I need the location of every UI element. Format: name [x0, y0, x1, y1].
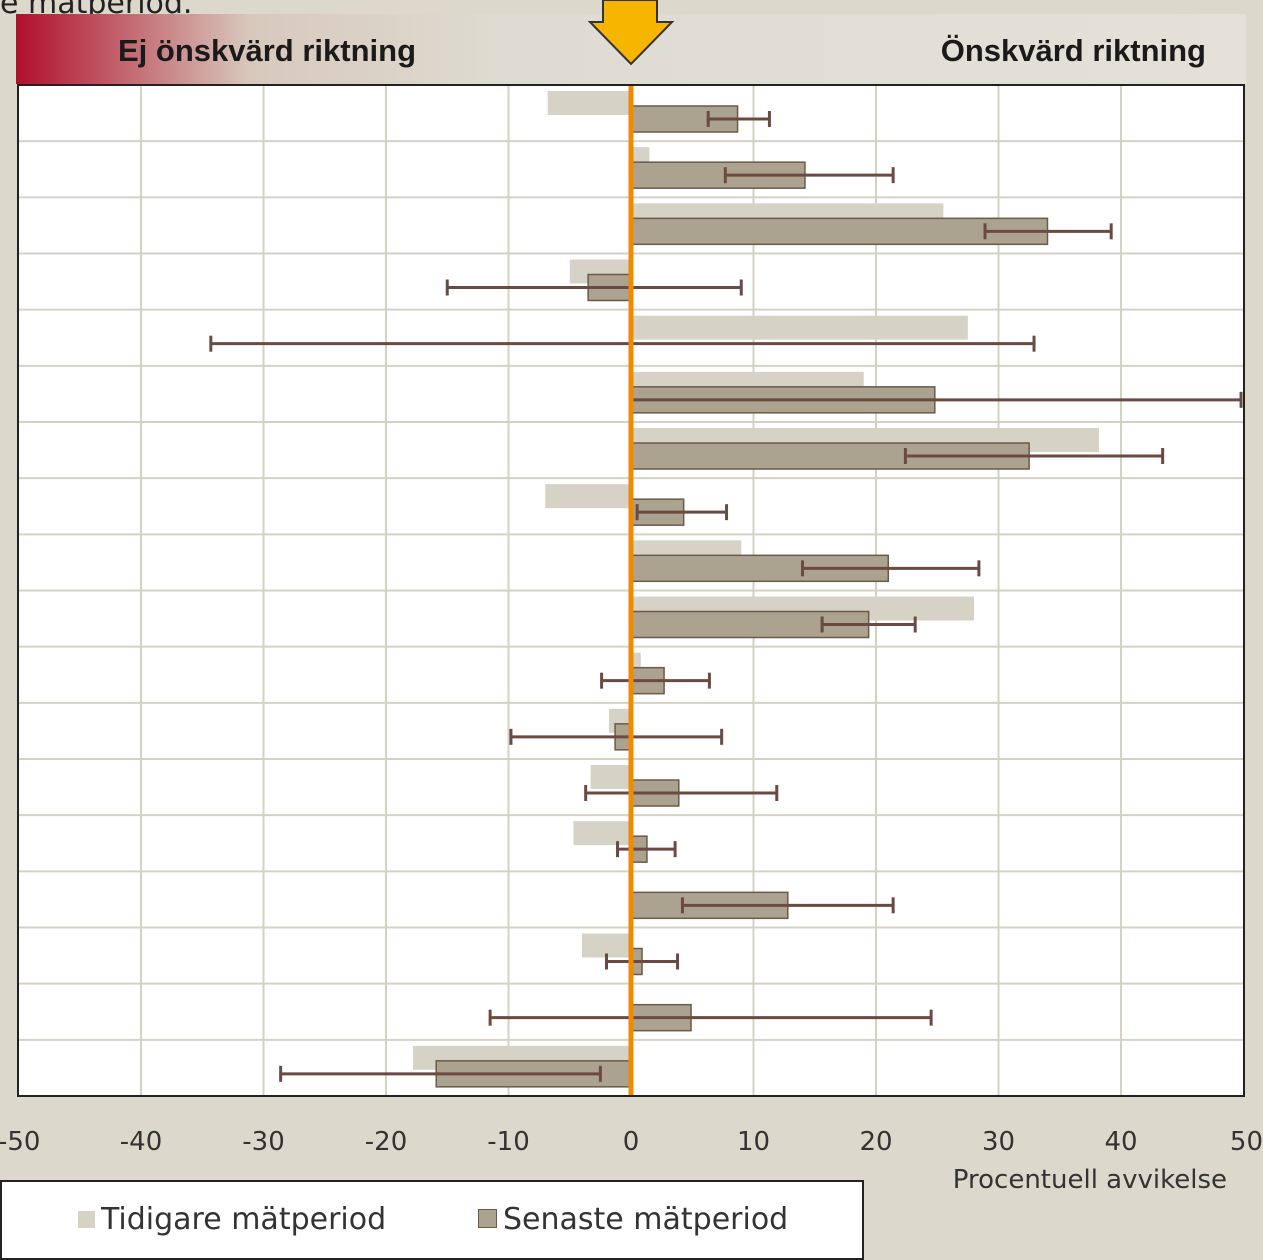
bar-previous	[631, 652, 641, 677]
bar-previous	[590, 765, 631, 789]
bar-previous	[545, 484, 631, 509]
x-tick-label: -30	[242, 1127, 284, 1157]
bar-previous	[547, 91, 631, 115]
x-tick-label: 10	[737, 1127, 770, 1157]
x-tick-label: -40	[120, 1127, 162, 1157]
error-bars	[209, 111, 1243, 1082]
x-tick-label: 50	[1230, 1127, 1263, 1157]
legend-item-previous: Tidigare mätperiod	[78, 1202, 386, 1237]
x-tick-labels: -50 -40 -30 -20 -10 0 10 20 30 40 50	[0, 1127, 1263, 1157]
x-tick-label: 40	[1104, 1127, 1137, 1157]
legend-swatch-previous	[78, 1211, 95, 1228]
legend-item-latest: Senaste mätperiod	[478, 1202, 788, 1237]
legend: Tidigare mätperiod Senaste mätperiod	[0, 1180, 864, 1260]
x-tick-label: 20	[859, 1127, 892, 1157]
legend-label-previous: Tidigare mätperiod	[101, 1202, 387, 1237]
bar-previous	[631, 315, 968, 340]
x-tick-label: 0	[623, 1127, 640, 1157]
undesired-direction-label: Ej önskvärd riktning	[118, 33, 417, 68]
x-tick-label: -10	[487, 1127, 529, 1157]
legend-swatch-latest	[478, 1209, 497, 1228]
down-arrow-icon	[587, 0, 675, 66]
bar-latest	[630, 554, 889, 583]
x-tick-label: -20	[365, 1127, 407, 1157]
x-tick-label: -50	[0, 1127, 40, 1157]
plot-frame	[17, 84, 1245, 1097]
deviation-bar-chart: -50 -40 -30 -20 -10 0 10 20 30 40 50	[0, 0, 1263, 1157]
x-axis-label: Procentuell avvikelse	[952, 1165, 1227, 1195]
legend-label-latest: Senaste mätperiod	[503, 1202, 789, 1237]
x-tick-label: 30	[982, 1127, 1015, 1157]
bar-previous	[573, 821, 631, 846]
desired-direction-label: Önskvärd riktning	[940, 33, 1206, 68]
